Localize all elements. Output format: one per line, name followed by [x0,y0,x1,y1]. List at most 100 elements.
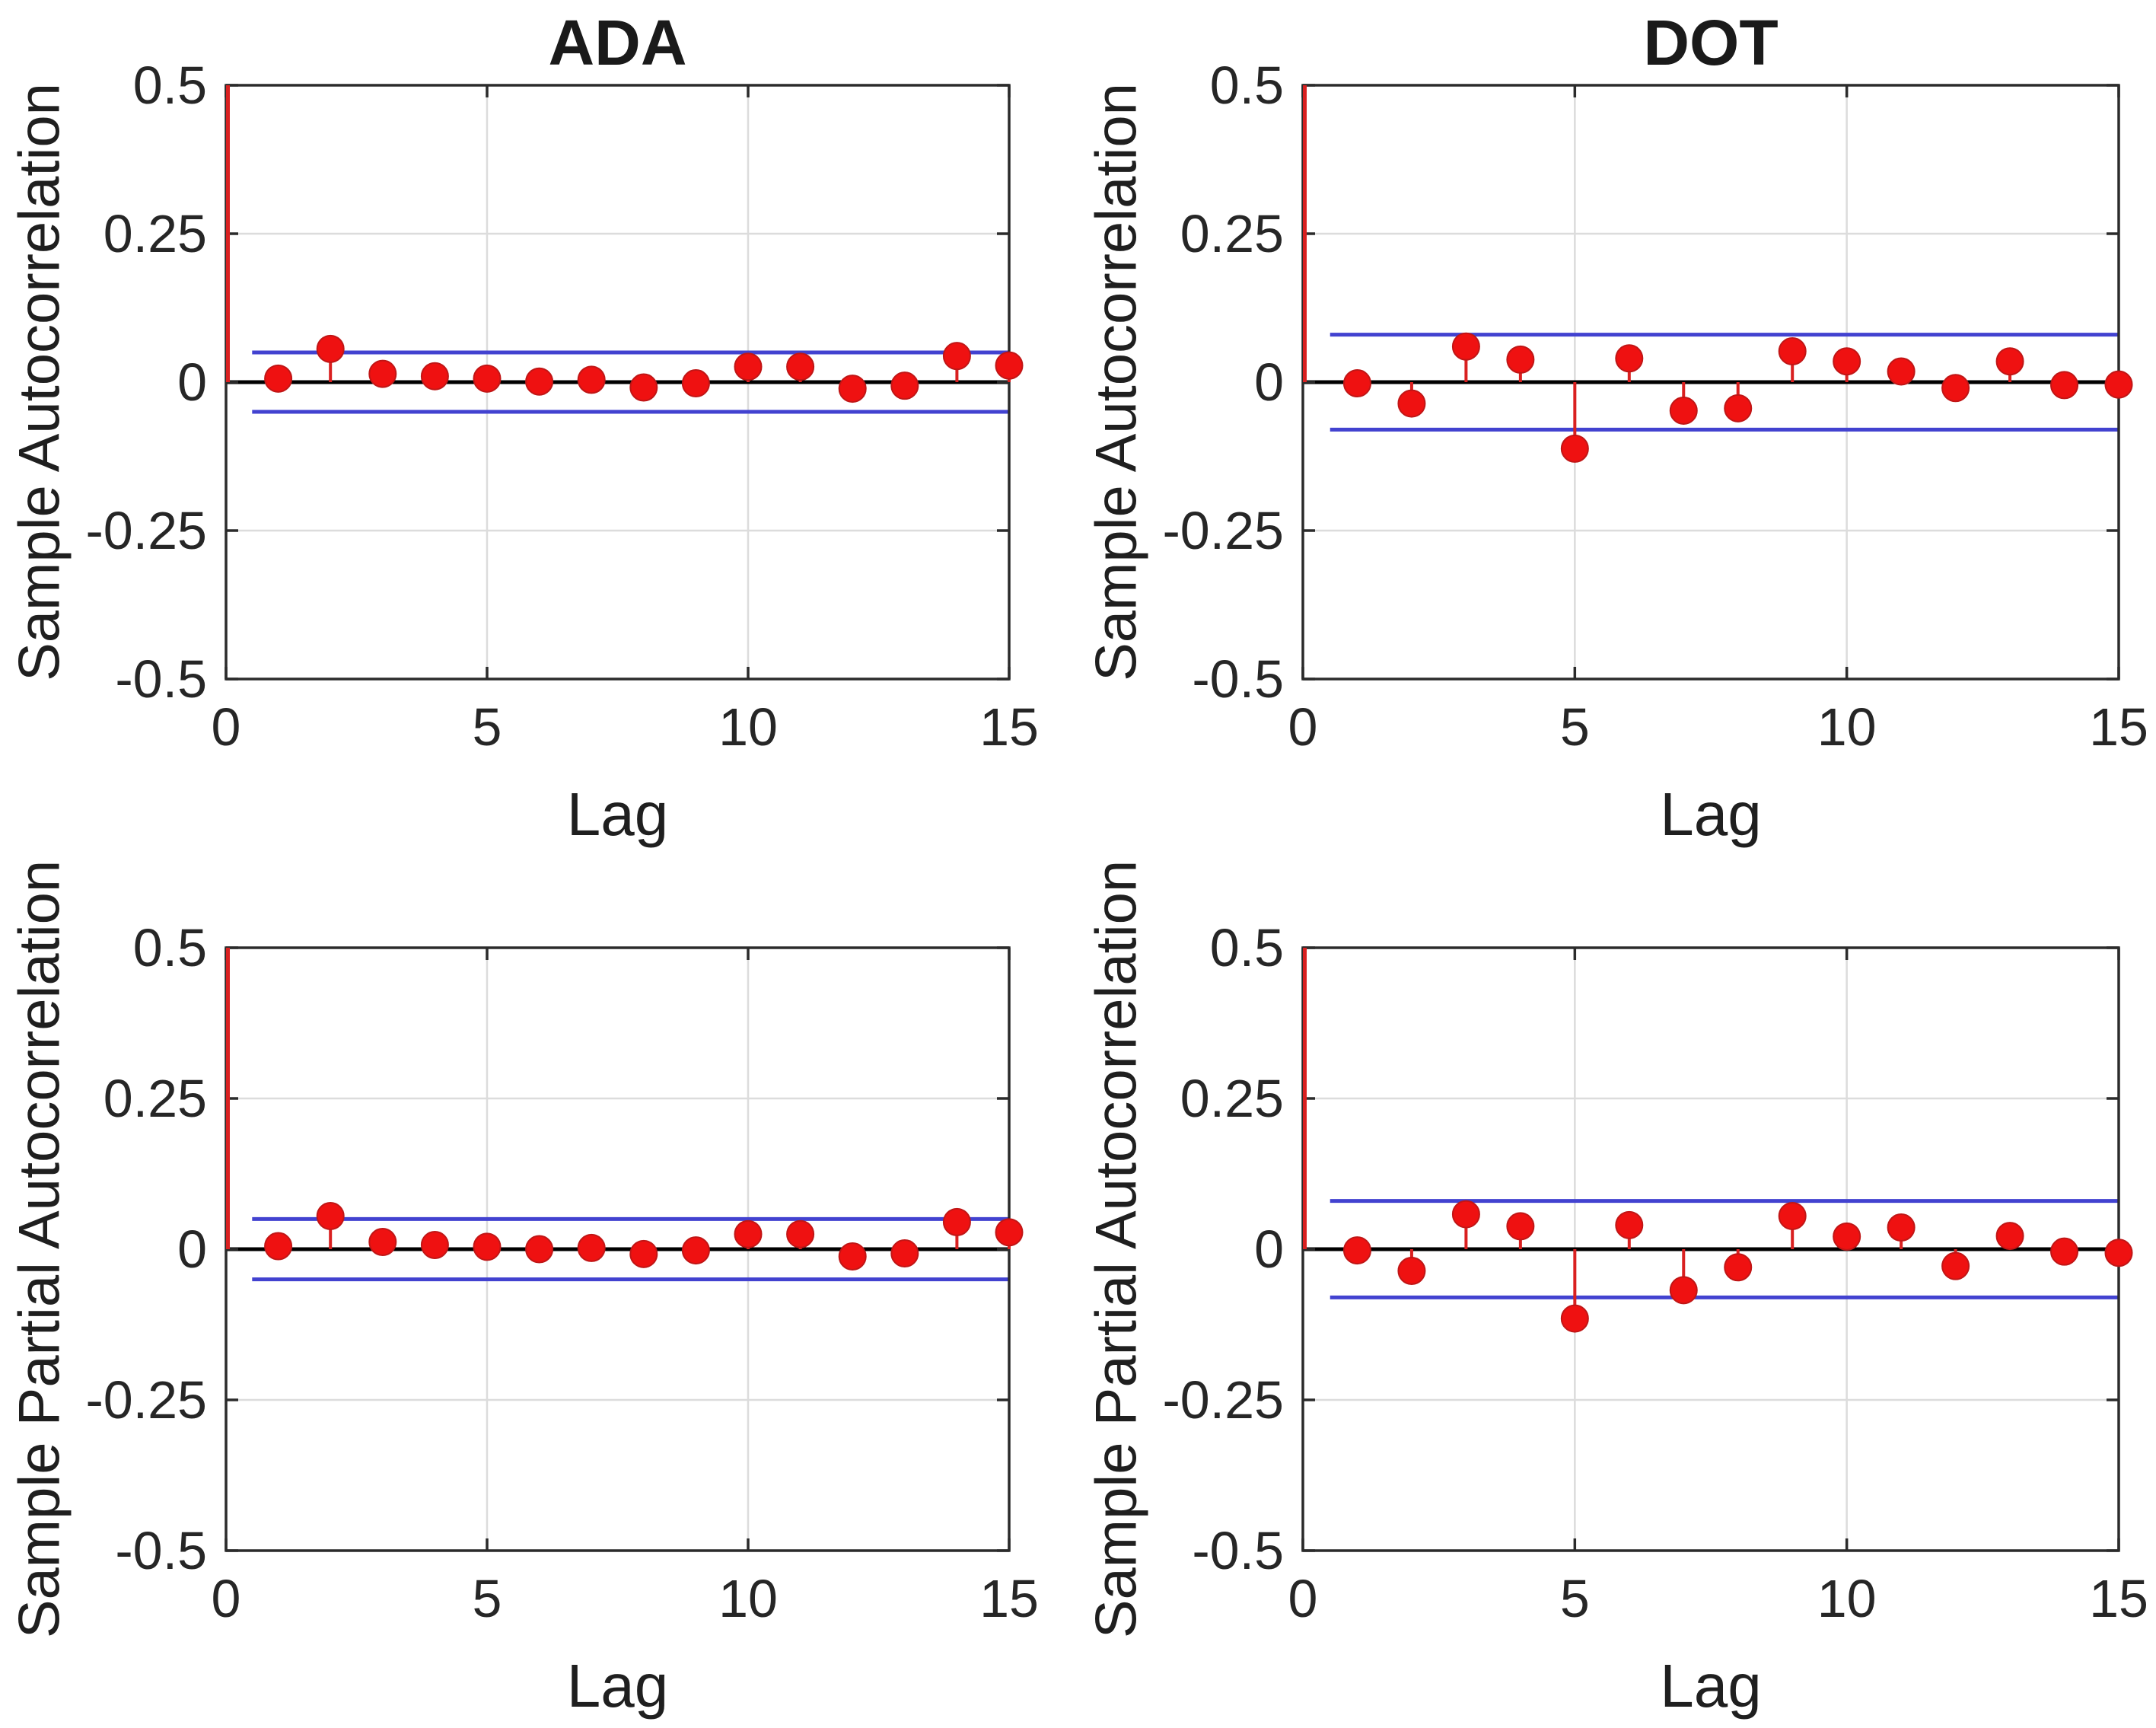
x-tick-label: 5 [472,697,502,757]
y-tick-label: -0.5 [1192,1521,1284,1580]
y-tick-label: -0.25 [1162,1370,1284,1430]
subplot-title: ADA [548,7,687,78]
x-tick-label: 15 [2089,697,2148,757]
plot-area [225,84,1024,681]
stem-marker [1397,1257,1426,1286]
x-tick-label: 0 [1288,1569,1318,1628]
stem-marker [629,373,658,402]
stem-marker [473,1232,502,1261]
subplot-title: DOT [1643,7,1779,78]
stem-marker [1506,345,1535,374]
stem-marker [1724,1253,1753,1282]
stem-marker [890,1239,919,1268]
y-tick-label: 0.5 [132,918,207,977]
x-tick-label: 10 [1817,697,1877,757]
stem-marker [1833,347,1861,376]
y-tick-label: 0 [177,352,207,412]
stem-marker [2050,371,2079,400]
y-tick-label: 0.5 [1209,56,1284,115]
x-tick-label: 5 [1559,1569,1590,1628]
stem-marker [420,362,449,391]
y-tick-label: 0.5 [132,56,207,115]
y-tick-label: 0.25 [1180,204,1284,263]
stem-marker [316,334,345,363]
stem-marker [734,1219,763,1248]
stem-marker [1342,369,1371,398]
stem-marker [786,352,815,381]
y-tick-label: -0.25 [85,1370,207,1430]
x-axis-label: Lag [566,1652,669,1720]
stem-marker [1995,347,2024,376]
stem-marker [577,1233,606,1262]
x-tick-label: 10 [1817,1569,1877,1628]
stem-marker [995,351,1024,380]
stem-marker [2050,1237,2079,1266]
stem-marker [1941,1251,1970,1280]
stem-marker [264,1232,293,1261]
x-tick-label: 0 [211,697,241,757]
x-axis-label: Lag [1660,780,1762,848]
stem-marker [1560,434,1589,463]
x-tick-label: 5 [1559,697,1590,757]
stem-marker [2104,370,2133,399]
y-tick-label: 0.25 [103,204,207,263]
x-tick-label: 0 [1288,697,1318,757]
y-tick-label: -0.25 [1162,501,1284,560]
stem-marker [368,1227,397,1256]
stem-marker [1887,1213,1916,1242]
stem-marker [1669,1276,1698,1305]
stem-marker [316,1201,345,1230]
stem-marker [264,364,293,393]
x-tick-label: 0 [211,1569,241,1628]
stem-marker [1560,1304,1589,1333]
stem-marker [368,359,397,388]
plot-area [1301,84,2133,681]
stem-marker [1451,332,1480,361]
stem-marker [1778,336,1807,365]
y-tick-label: 0 [1254,352,1284,412]
y-tick-label: -0.25 [85,501,207,560]
y-tick-label: -0.5 [115,649,207,709]
stem-marker [1778,1201,1807,1230]
x-tick-label: 10 [718,1569,778,1628]
x-tick-label: 15 [979,1569,1039,1628]
stem-marker [1941,374,1970,403]
stem-marker [681,1236,710,1265]
stem-marker [1669,396,1698,425]
stem-marker [681,369,710,398]
stem-marker [942,1207,971,1236]
plot-area [1301,946,2133,1552]
x-tick-label: 5 [472,1569,502,1628]
stem-marker [838,1242,867,1271]
stem-marker [838,375,867,403]
stem-marker [420,1230,449,1259]
stem-marker [525,367,554,396]
x-axis-label: Lag [566,780,669,848]
stem-marker [473,364,502,393]
stem-marker [734,352,763,381]
y-tick-label: 0.5 [1209,918,1284,977]
x-tick-label: 15 [979,697,1039,757]
stem-marker [1833,1222,1861,1251]
stem-marker [1451,1200,1480,1229]
stem-marker [1995,1222,2024,1251]
plot-area [225,946,1024,1552]
stem-marker [1724,394,1753,422]
x-tick-label: 10 [718,697,778,757]
y-tick-label: 0.25 [1180,1069,1284,1128]
stem-marker [629,1239,658,1268]
stem-marker [1397,389,1426,418]
stem-marker [525,1235,554,1264]
y-tick-label: -0.5 [1192,649,1284,709]
stem-marker [995,1218,1024,1247]
x-tick-label: 15 [2089,1569,2148,1628]
stem-marker [2104,1239,2133,1267]
y-tick-label: -0.5 [115,1521,207,1580]
y-tick-label: 0 [177,1219,207,1279]
stem-marker [942,342,971,371]
